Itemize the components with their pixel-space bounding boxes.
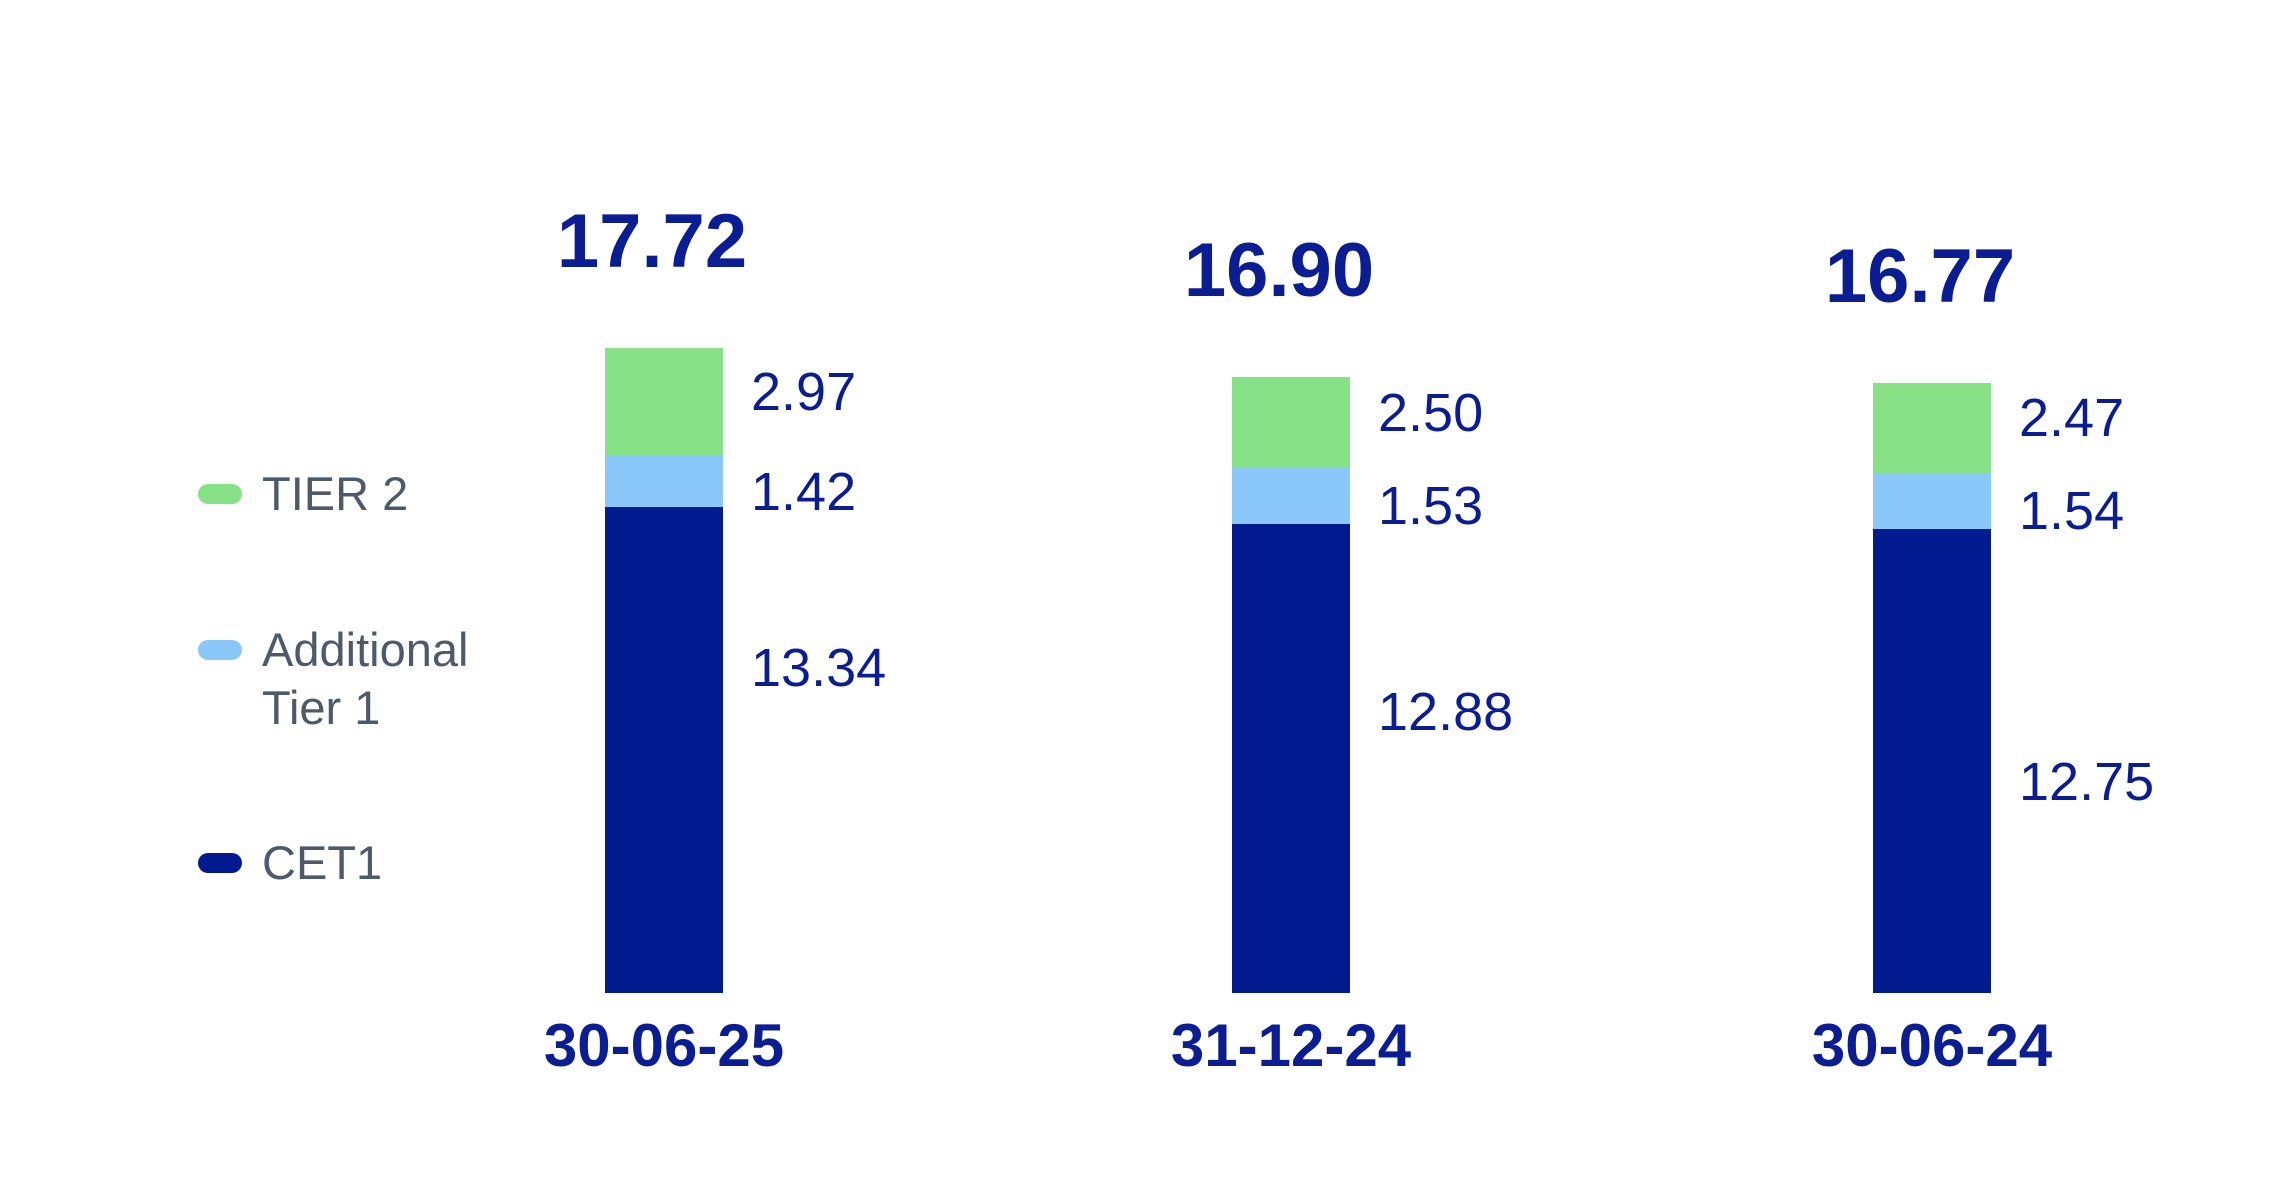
total-label-30-06-24: 16.77 [1824,233,2016,319]
stacked-bar-30-06-25 [605,347,723,993]
value-label-additional-tier-1-30-06-25: 1.42 [751,461,857,522]
legend-label-tier2: TIER 2 [262,467,409,520]
legend-label-cet1: CET1 [262,836,383,889]
bar-segment-tier2-31-12-24 [1232,377,1350,469]
stacked-bar-31-12-24 [1232,377,1350,993]
legend-label-additional-tier-1: Additional Tier 1 [262,623,469,734]
bar-segment-additional-tier-1-30-06-24 [1873,472,1991,529]
value-label-tier2-30-06-25: 2.97 [751,361,857,422]
axis-label-31-12-24: 31-12-24 [1170,1012,1412,1079]
legend-swatch-additional-tier-1 [198,640,242,660]
axis-label-30-06-24: 30-06-24 [1811,1012,2053,1079]
bar-segment-cet1-30-06-24 [1873,528,1991,993]
axis-label-30-06-25: 30-06-25 [543,1012,785,1079]
value-label-additional-tier-1-31-12-24: 1.53 [1378,476,1484,537]
bar-segment-cet1-31-12-24 [1232,524,1350,993]
stacked-bar-30-06-24 [1873,382,1991,993]
bar-segment-tier2-30-06-24 [1873,382,1991,473]
value-label-cet1-30-06-24: 12.75 [2019,751,2155,812]
value-label-cet1-31-12-24: 12.88 [1378,681,1514,742]
value-label-tier2-31-12-24: 2.50 [1378,382,1484,443]
legend-swatch-cet1 [198,853,242,873]
bar-segment-cet1-30-06-25 [605,507,723,993]
bar-segment-additional-tier-1-30-06-25 [605,455,723,508]
value-label-additional-tier-1-30-06-24: 1.54 [2019,480,2125,541]
total-label-30-06-25: 17.72 [556,198,748,284]
total-label-31-12-24: 16.90 [1183,228,1375,314]
value-label-tier2-30-06-24: 2.47 [2019,387,2125,448]
legend-swatch-tier2 [198,484,242,504]
bar-segment-additional-tier-1-31-12-24 [1232,468,1350,525]
bar-segment-tier2-30-06-25 [605,347,723,456]
value-label-cet1-30-06-25: 13.34 [751,637,887,698]
